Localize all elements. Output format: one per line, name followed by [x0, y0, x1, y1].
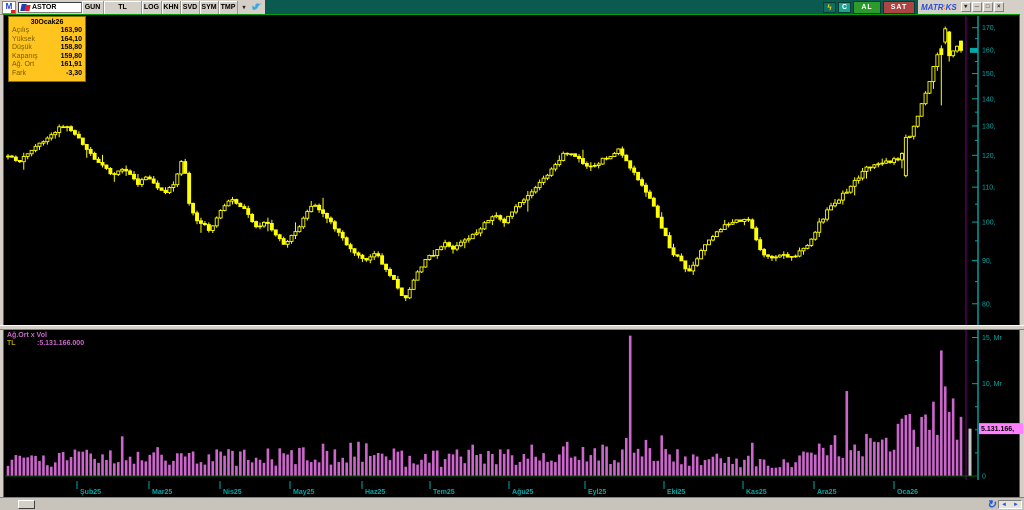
- volume-indicator-name: Ağ.Ort x Vol: [7, 332, 47, 339]
- ohlc-info-box: 30Ocak26 Açılış 163,90 Yüksek 164,10 Düşük…: [8, 16, 86, 82]
- sync-icon[interactable]: ↻: [986, 499, 996, 510]
- info-row-open: Açılış 163,90: [12, 27, 82, 34]
- logo-dots-icon: ∶: [943, 2, 946, 12]
- symbol-label: ASTOR: [32, 3, 57, 11]
- info-row-high: Yüksek 164,10: [12, 35, 82, 43]
- volume-unit-label: TL: [7, 340, 16, 347]
- svd-button[interactable]: SVD: [181, 0, 200, 14]
- toolbar-dropdown-icon[interactable]: ▾: [242, 4, 246, 11]
- khn-button[interactable]: KHN: [162, 0, 181, 14]
- sell-button[interactable]: SAT: [883, 0, 915, 14]
- scrollbar-thumb[interactable]: [18, 500, 35, 509]
- info-row-close: Kapanış 159,80: [12, 52, 82, 60]
- panel-splitter[interactable]: [0, 325, 1024, 330]
- brand-zone: MATR∶KS ▾ ─ □ ×: [918, 0, 1024, 15]
- twitter-bird-icon[interactable]: [250, 1, 265, 14]
- page-nav-arrows[interactable]: ◄ ►: [998, 500, 1022, 509]
- window-dropdown-button[interactable]: ▾: [960, 2, 971, 12]
- window-close-button[interactable]: ×: [993, 2, 1004, 12]
- symbol-field[interactable]: ASTOR: [18, 1, 82, 13]
- lightning-icon[interactable]: ϟ: [823, 1, 836, 13]
- volume-panel-header: Ağ.Ort x Vol TL :5.131.166.000: [7, 332, 84, 348]
- period-button-gun[interactable]: GUN: [82, 0, 104, 14]
- buy-button[interactable]: AL: [853, 0, 881, 14]
- chart-area[interactable]: [3, 14, 1020, 498]
- volume-total-value: :5.131.166.000: [37, 340, 85, 347]
- log-scale-button[interactable]: LOG: [142, 0, 162, 14]
- info-row-change: Fark -3,30: [12, 69, 82, 77]
- symbol-flag-icon: [20, 3, 31, 11]
- currency-button-tl[interactable]: TL: [104, 0, 142, 14]
- tmp-button[interactable]: TMP: [219, 0, 238, 14]
- refresh-c-icon[interactable]: C: [838, 1, 851, 13]
- matriks-app-icon[interactable]: M: [2, 0, 16, 14]
- info-row-low: Düşük 158,80: [12, 44, 82, 52]
- sym-button[interactable]: SYM: [200, 0, 219, 14]
- window-minimize-button[interactable]: ─: [971, 2, 982, 12]
- bottom-scrollbar: ↻ ◄ ►: [0, 497, 1024, 510]
- window-restore-button[interactable]: □: [982, 2, 993, 12]
- top-toolbar: M ASTOR GUN TL LOG KHN SVD SYM TMP ▾ ϟ C…: [0, 0, 1024, 15]
- info-row-avg: Ağ. Ort 161,91: [12, 61, 82, 69]
- info-box-date: 30Ocak26: [30, 19, 64, 26]
- matriks-logo: MATR∶KS: [921, 2, 957, 12]
- bird-glyph: [252, 2, 262, 10]
- arrow-right-icon[interactable]: ►: [1013, 501, 1019, 508]
- arrow-left-icon[interactable]: ◄: [1001, 501, 1007, 508]
- title-strip: ϟ C AL SAT: [265, 0, 918, 15]
